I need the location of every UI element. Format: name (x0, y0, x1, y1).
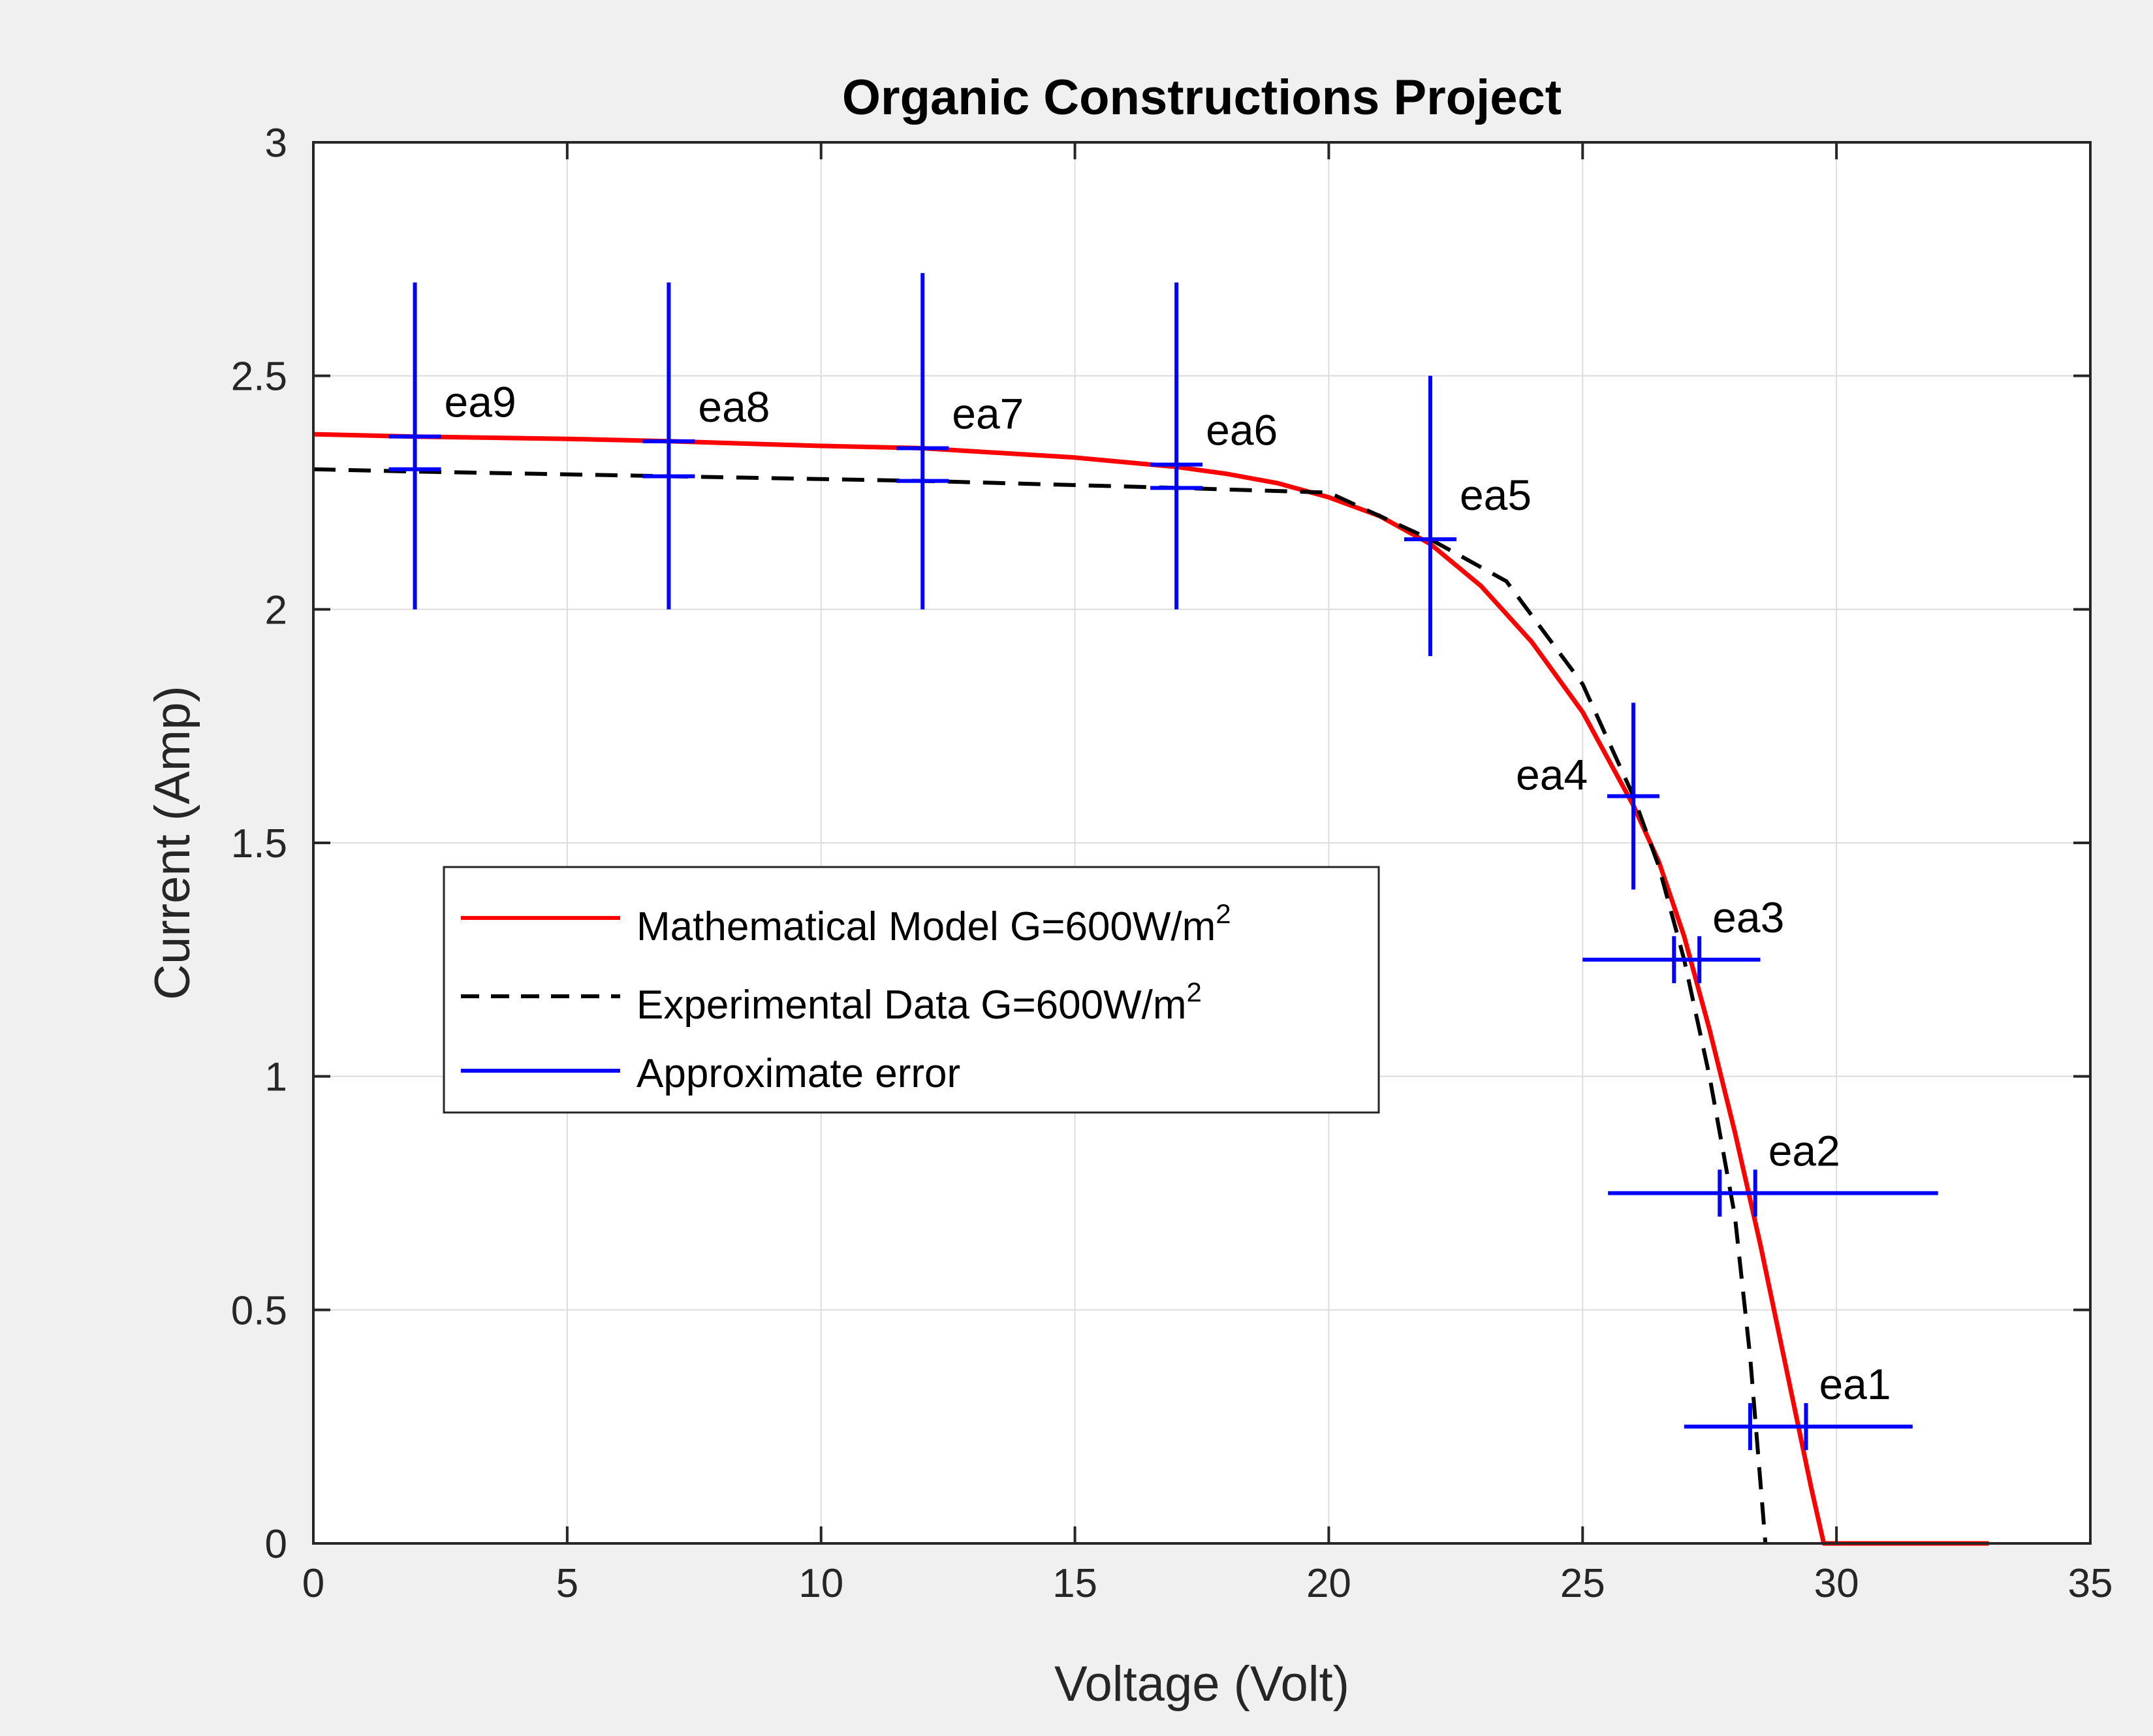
legend: Mathematical Model G=600W/m2 Experimenta… (443, 866, 1380, 1114)
error-label-ea8: ea8 (698, 383, 770, 431)
legend-label-model-sup: 2 (1216, 898, 1231, 929)
x-tick-label: 30 (1814, 1561, 1859, 1606)
error-marker-ea8: ea8 (642, 282, 770, 610)
y-axis-label: Current (Amp) (145, 686, 200, 1000)
y-tick-label: 0.5 (231, 1288, 287, 1333)
series-line-experimental (313, 467, 1768, 1544)
error-marker-ea7: ea7 (896, 273, 1024, 610)
x-tick-label: 10 (798, 1561, 843, 1606)
x-tick-label: 15 (1052, 1561, 1097, 1606)
error-marker-ea2: ea2 (1608, 1127, 1938, 1217)
error-label-ea9: ea9 (445, 378, 516, 426)
series-layer (313, 432, 1989, 1546)
error-label-ea4: ea4 (1516, 750, 1588, 798)
tick-labels: 0 5 10 15 20 25 30 35 0 0.5 1 1.5 2 2.5 3 (231, 121, 2113, 1606)
y-tick-label: 1 (265, 1055, 287, 1100)
x-axis-label: Voltage (Volt) (1054, 1656, 1349, 1712)
y-tick-label: 2 (265, 588, 287, 633)
error-label-ea7: ea7 (952, 390, 1024, 438)
y-tick-label: 3 (265, 121, 287, 166)
legend-label-model-text: Mathematical Model G=600W/m (636, 904, 1216, 949)
error-label-ea6: ea6 (1206, 406, 1278, 454)
x-tick-label: 35 (2068, 1561, 2113, 1606)
x-tick-label: 25 (1560, 1561, 1605, 1606)
y-tick-label: 0 (265, 1522, 287, 1567)
x-tick-label: 5 (556, 1561, 578, 1606)
legend-label-experimental: Experimental Data G=600W/m2 (636, 977, 1202, 1028)
error-label-ea1: ea1 (1819, 1360, 1891, 1408)
error-marker-ea4: ea4 (1516, 702, 1660, 890)
legend-label-error: Approximate error (636, 1051, 960, 1096)
y-tick-label: 1.5 (231, 821, 287, 866)
error-layer: ea9 ea8 ea7 ea6 ea5 ea4 ea3 ea2 ea1 (388, 273, 1938, 1451)
error-label-ea5: ea5 (1460, 471, 1532, 519)
legend-label-experimental-text: Experimental Data G=600W/m (636, 983, 1187, 1028)
x-tick-label: 0 (302, 1561, 324, 1606)
series-line-model (313, 432, 1989, 1546)
chart-title: Organic Constructions Project (842, 70, 1562, 125)
ticks (312, 141, 2092, 1545)
y-tick-label: 2.5 (231, 355, 287, 400)
error-label-ea3: ea3 (1712, 893, 1784, 941)
error-marker-ea1: ea1 (1684, 1360, 1913, 1451)
error-label-ea2: ea2 (1768, 1127, 1840, 1175)
error-marker-ea5: ea5 (1404, 375, 1532, 656)
legend-label-experimental-sup: 2 (1187, 977, 1202, 1007)
legend-label-model: Mathematical Model G=600W/m2 (636, 898, 1231, 949)
error-marker-ea9: ea9 (388, 282, 516, 610)
error-marker-ea3: ea3 (1582, 893, 1784, 983)
error-marker-ea6: ea6 (1150, 282, 1278, 610)
x-tick-label: 20 (1306, 1561, 1351, 1606)
